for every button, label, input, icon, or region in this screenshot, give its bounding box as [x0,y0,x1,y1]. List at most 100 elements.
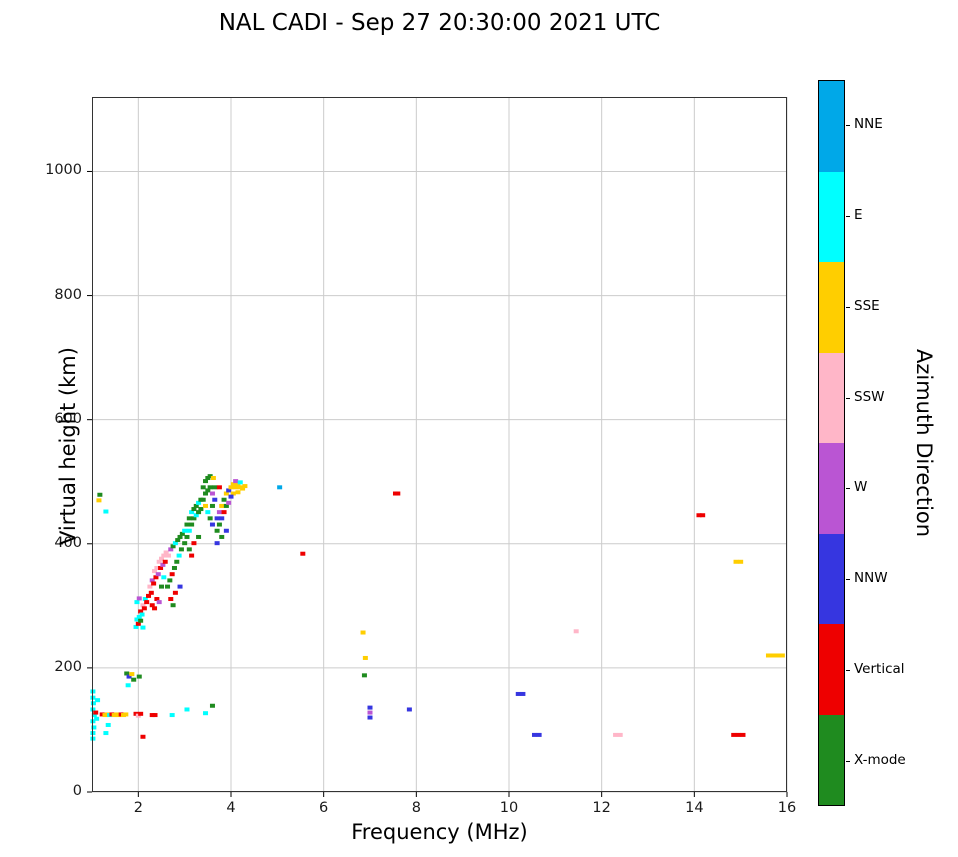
data-point [191,541,197,546]
data-point [186,547,192,552]
y-tick-label: 600 [54,410,82,427]
data-point [214,516,220,521]
data-point [209,491,215,496]
data-point [170,603,176,608]
data-point [779,653,785,658]
data-point [233,479,239,484]
data-point [140,734,146,739]
data-point [159,584,164,589]
data-point [573,629,579,634]
colorbar-segment-W [819,443,844,534]
colorbar [818,80,845,806]
data-point [196,510,202,515]
data-point [186,516,192,521]
data-point [223,503,229,508]
data-point [105,722,111,727]
colorbar-label-SSE: SSE [854,297,880,314]
data-point [149,578,155,583]
data-point [207,516,213,521]
data-point [95,698,101,703]
colorbar-tick-mark [846,125,850,127]
data-point [203,711,209,716]
data-point [770,653,776,658]
data-point [96,498,102,503]
data-point [169,713,175,718]
data-point [700,513,706,518]
data-point [134,617,140,622]
data-point [136,615,142,620]
data-point [221,497,227,502]
data-point [212,497,218,502]
data-point [156,600,162,605]
chart-title: NAL CADI - Sep 27 20:30:00 2021 UTC [218,10,661,36]
data-point [161,553,167,558]
data-point [165,553,171,558]
data-point [216,522,222,527]
y-tick-label: 400 [54,534,82,551]
data-point [237,480,243,485]
x-axis-label: Frequency (MHz) [351,820,528,844]
data-point [99,712,105,717]
data-point [129,672,135,677]
data-point [97,492,103,497]
data-point [209,503,215,508]
x-tick-label: 10 [499,800,519,816]
data-point [221,510,227,515]
data-point [210,476,216,481]
data-point [209,703,215,708]
data-point [242,484,248,489]
colorbar-segment-NNE [819,81,844,172]
colorbar-segment-X-mode [819,714,844,805]
colorbar-segment-SSW [819,352,844,443]
data-point [226,488,232,493]
data-point [138,618,144,623]
data-point [94,716,100,721]
y-axis-label: Virtual height (km) [56,347,80,545]
data-point [151,581,157,586]
data-point [191,516,197,521]
data-point [148,590,154,595]
data-point [134,600,140,605]
plot-area [87,97,788,797]
x-tick-label: 16 [777,800,797,816]
data-point [140,625,146,630]
scatter-plot-canvas [87,97,788,797]
data-point [172,541,178,546]
y-tick-label: 1000 [45,162,82,179]
data-point [235,490,241,495]
data-point [613,732,619,737]
data-point [189,510,195,515]
data-point [219,503,225,508]
data-point [191,507,197,512]
data-point [205,488,211,493]
data-point [91,725,97,730]
data-point [219,534,225,539]
data-point [176,553,182,558]
colorbar-label-SSW: SSW [854,388,885,405]
data-point [177,584,183,589]
y-tick-label: 800 [54,286,82,303]
colorbar-tick-mark [846,579,850,581]
data-point [103,731,109,736]
data-point [205,510,211,515]
data-point [214,528,220,533]
data-point [146,593,152,598]
data-point [165,584,171,589]
data-point [226,500,232,505]
data-point [161,575,167,580]
y-tick-label: 200 [54,658,82,675]
data-point [228,494,234,499]
data-point [367,710,373,715]
data-point [223,491,229,496]
data-point [186,528,192,533]
data-point [182,528,188,533]
data-point [156,559,162,564]
data-point [216,510,222,515]
data-point [300,551,306,556]
data-point [395,491,401,496]
data-point [189,553,195,558]
data-point [193,503,199,508]
data-point [178,547,184,552]
data-point [617,732,623,737]
data-point [152,713,158,718]
